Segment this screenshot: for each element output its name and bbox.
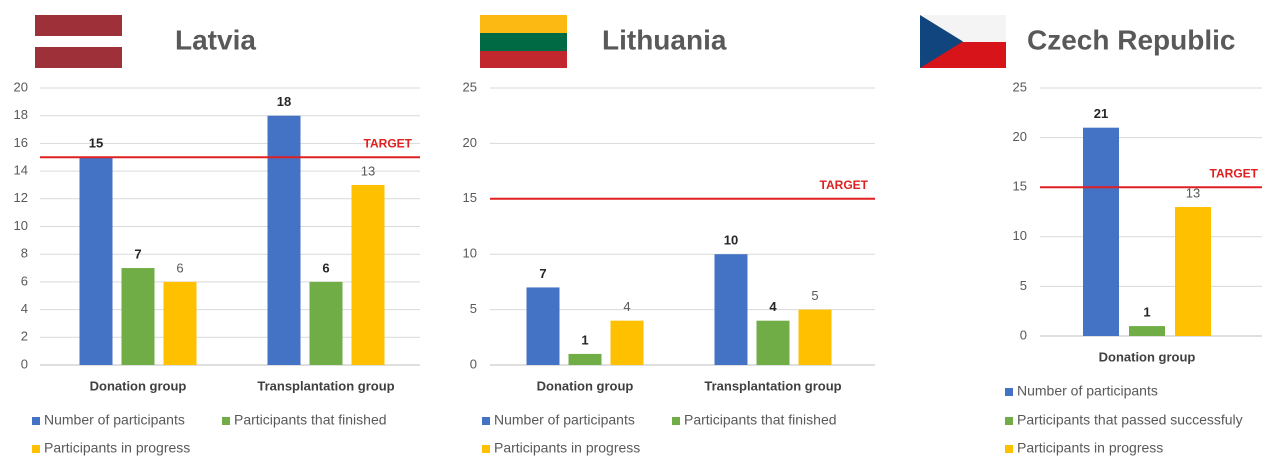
bar <box>121 268 155 365</box>
y-tick-label: 18 <box>14 107 28 122</box>
y-tick-label: 0 <box>21 356 28 371</box>
flag-czech <box>920 15 1006 68</box>
bar <box>526 287 560 365</box>
bar <box>568 353 602 365</box>
y-tick-label: 0 <box>1020 327 1027 342</box>
legend-label: Participants in progress <box>1017 440 1163 456</box>
bar <box>1175 207 1211 336</box>
y-tick-label: 10 <box>463 246 477 261</box>
bar <box>267 115 301 365</box>
y-tick-label: 15 <box>463 190 477 205</box>
flag-latvia <box>35 15 122 68</box>
legend-swatch <box>1005 388 1013 396</box>
y-tick-label: 16 <box>14 135 28 150</box>
y-tick-label: 4 <box>21 301 28 316</box>
chart-title: Lithuania <box>602 24 727 55</box>
x-tick-label: Donation group <box>1099 349 1196 364</box>
y-tick-label: 5 <box>1020 278 1027 293</box>
bar <box>610 320 644 365</box>
data-label: 1 <box>1143 305 1150 320</box>
y-tick-label: 20 <box>463 135 477 150</box>
y-tick-label: 10 <box>14 218 28 233</box>
legend-swatch <box>672 417 680 425</box>
data-label: 13 <box>361 163 375 178</box>
data-label: 15 <box>89 136 103 151</box>
target-label: TARGET <box>1210 166 1259 180</box>
legend-swatch <box>32 417 40 425</box>
bar <box>163 281 197 365</box>
data-label: 21 <box>1094 106 1108 121</box>
target-label: TARGET <box>364 136 413 150</box>
y-tick-label: 6 <box>21 273 28 288</box>
bar <box>309 281 343 365</box>
x-tick-label: Donation group <box>537 378 634 393</box>
data-label: 13 <box>1186 185 1200 200</box>
y-tick-label: 20 <box>14 79 28 94</box>
legend-swatch <box>482 445 490 453</box>
flag-lithuania <box>480 15 567 68</box>
data-label: 10 <box>724 233 738 248</box>
x-tick-label: Transplantation group <box>704 378 841 393</box>
legend-label: Participants in progress <box>494 440 640 456</box>
target-label: TARGET <box>820 178 869 192</box>
y-tick-label: 20 <box>1013 129 1027 144</box>
legend-label: Number of participants <box>494 412 635 428</box>
data-label: 6 <box>322 260 329 275</box>
legend-label: Number of participants <box>44 412 185 428</box>
data-label: 18 <box>277 94 291 109</box>
legend-label: Participants in progress <box>44 440 190 456</box>
y-tick-label: 5 <box>470 301 477 316</box>
data-label: 7 <box>134 246 141 261</box>
x-tick-label: Transplantation group <box>257 378 394 393</box>
y-tick-label: 2 <box>21 329 28 344</box>
bar <box>351 184 385 365</box>
bar <box>1129 326 1165 336</box>
data-label: 7 <box>539 266 546 281</box>
chart-title: Czech Republic <box>1027 24 1235 55</box>
legend-swatch <box>32 445 40 453</box>
bar <box>1083 127 1119 337</box>
x-tick-label: Donation group <box>90 378 187 393</box>
chart-title: Latvia <box>175 24 256 55</box>
y-tick-label: 12 <box>14 190 28 205</box>
data-label: 5 <box>811 288 818 303</box>
y-tick-label: 14 <box>14 163 28 178</box>
data-label: 6 <box>176 260 183 275</box>
legend-label: Participants that passed successfuly <box>1017 412 1243 428</box>
bar <box>79 157 113 365</box>
legend-swatch <box>1005 445 1013 453</box>
y-tick-label: 25 <box>463 79 477 94</box>
data-label: 4 <box>769 299 777 314</box>
y-tick-label: 0 <box>470 356 477 371</box>
bar <box>756 320 790 365</box>
y-tick-label: 15 <box>1013 179 1027 194</box>
legend-label: Participants that finished <box>684 412 837 428</box>
legend-swatch <box>222 417 230 425</box>
bar <box>798 309 832 365</box>
legend-label: Number of participants <box>1017 383 1158 399</box>
legend-swatch <box>1005 417 1013 425</box>
y-tick-label: 10 <box>1013 228 1027 243</box>
y-tick-label: 25 <box>1013 79 1027 94</box>
legend-label: Participants that finished <box>234 412 387 428</box>
legend-swatch <box>482 417 490 425</box>
y-tick-label: 8 <box>21 246 28 261</box>
data-label: 1 <box>581 332 588 347</box>
data-label: 4 <box>623 299 630 314</box>
bar <box>714 254 748 365</box>
